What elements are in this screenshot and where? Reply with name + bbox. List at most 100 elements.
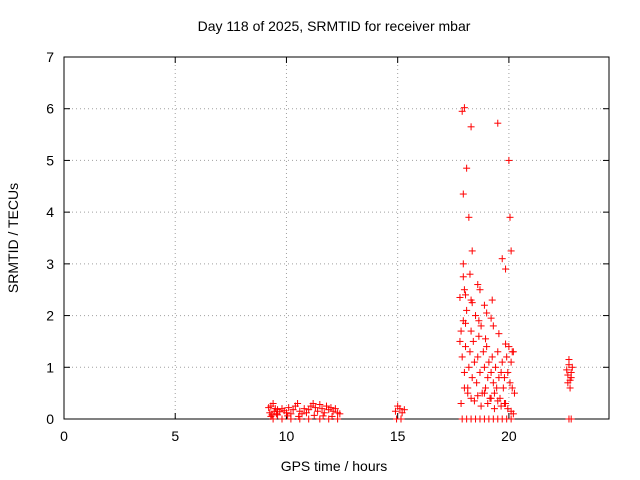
data-point <box>476 368 484 376</box>
data-point <box>314 407 322 415</box>
data-point <box>492 363 500 371</box>
data-point <box>465 213 473 221</box>
x-tick-label: 20 <box>501 428 517 444</box>
grid <box>64 57 609 419</box>
data-point <box>510 389 518 397</box>
data-point <box>316 401 324 409</box>
axes: 0 5 10 15 20 0 1 2 3 4 5 6 7 <box>46 49 610 444</box>
data-point <box>487 314 495 322</box>
data-point <box>476 286 484 294</box>
data-point <box>482 335 490 343</box>
data-point <box>322 402 330 410</box>
data-point <box>460 384 468 392</box>
data-point <box>508 348 516 356</box>
data-point <box>494 348 502 356</box>
data-point <box>567 374 575 382</box>
y-tick-label: 3 <box>46 256 54 272</box>
x-axis-label: GPS time / hours <box>281 458 388 474</box>
data-point <box>468 247 476 255</box>
data-point <box>479 348 487 356</box>
data-point <box>500 399 508 407</box>
y-tick-label: 2 <box>46 308 54 324</box>
data-point <box>300 405 308 413</box>
data-point <box>508 384 516 392</box>
data-point <box>460 368 468 376</box>
data-point <box>473 379 481 387</box>
data-point <box>484 399 492 407</box>
data-point <box>325 415 333 423</box>
data-point <box>482 384 490 392</box>
y-tick-label: 5 <box>46 152 54 168</box>
data-point <box>336 410 344 418</box>
data-point <box>564 379 572 387</box>
data-point <box>500 374 508 382</box>
x-tick-label: 10 <box>279 428 295 444</box>
data-point <box>400 406 408 414</box>
data-point <box>506 379 514 387</box>
data-point <box>397 415 405 423</box>
data-point <box>507 247 515 255</box>
data-point <box>309 399 317 407</box>
data-point <box>463 306 471 314</box>
data-point <box>287 415 295 423</box>
data-point <box>566 384 574 392</box>
data-point <box>459 273 467 281</box>
data-point <box>468 299 476 307</box>
data-point <box>468 374 476 382</box>
y-tick-label: 0 <box>46 411 54 427</box>
data-point <box>282 409 290 417</box>
data-point <box>477 322 485 330</box>
data-point <box>327 404 335 412</box>
data-point <box>472 312 480 320</box>
data-point <box>565 415 573 423</box>
data-point <box>484 374 492 382</box>
data-point <box>480 363 488 371</box>
y-tick-label: 6 <box>46 101 54 117</box>
data-point <box>457 327 465 335</box>
data-points <box>265 104 576 423</box>
data-point <box>494 397 502 405</box>
data-point <box>320 409 328 417</box>
data-point <box>334 415 342 423</box>
data-point <box>490 389 498 397</box>
data-point <box>568 363 576 371</box>
data-point <box>318 405 326 413</box>
data-point <box>465 363 473 371</box>
data-point <box>507 415 515 423</box>
data-point <box>296 415 304 423</box>
data-point <box>462 291 470 299</box>
data-point <box>499 384 507 392</box>
data-point <box>505 156 513 164</box>
data-point <box>469 337 477 345</box>
data-point <box>485 358 493 366</box>
data-point <box>316 415 324 423</box>
data-point <box>507 358 515 366</box>
data-point <box>456 293 464 301</box>
data-point <box>466 348 474 356</box>
data-point <box>504 368 512 376</box>
data-point <box>488 353 496 361</box>
data-point <box>470 358 478 366</box>
data-point <box>488 296 496 304</box>
data-point <box>474 392 482 400</box>
data-point <box>269 399 277 407</box>
x-tick-label: 0 <box>60 428 68 444</box>
data-point <box>294 399 302 407</box>
data-point <box>494 119 502 127</box>
data-point <box>506 213 514 221</box>
data-point <box>474 281 482 289</box>
data-point <box>498 358 506 366</box>
data-point <box>489 379 497 387</box>
data-point <box>310 411 318 419</box>
data-point <box>456 337 464 345</box>
data-point <box>475 317 483 325</box>
x-tick-label: 15 <box>390 428 406 444</box>
data-point <box>497 368 505 376</box>
data-point <box>480 301 488 309</box>
data-point <box>459 260 467 268</box>
data-point <box>480 389 488 397</box>
data-point <box>331 405 339 413</box>
data-point <box>460 286 468 294</box>
data-point <box>457 399 465 407</box>
